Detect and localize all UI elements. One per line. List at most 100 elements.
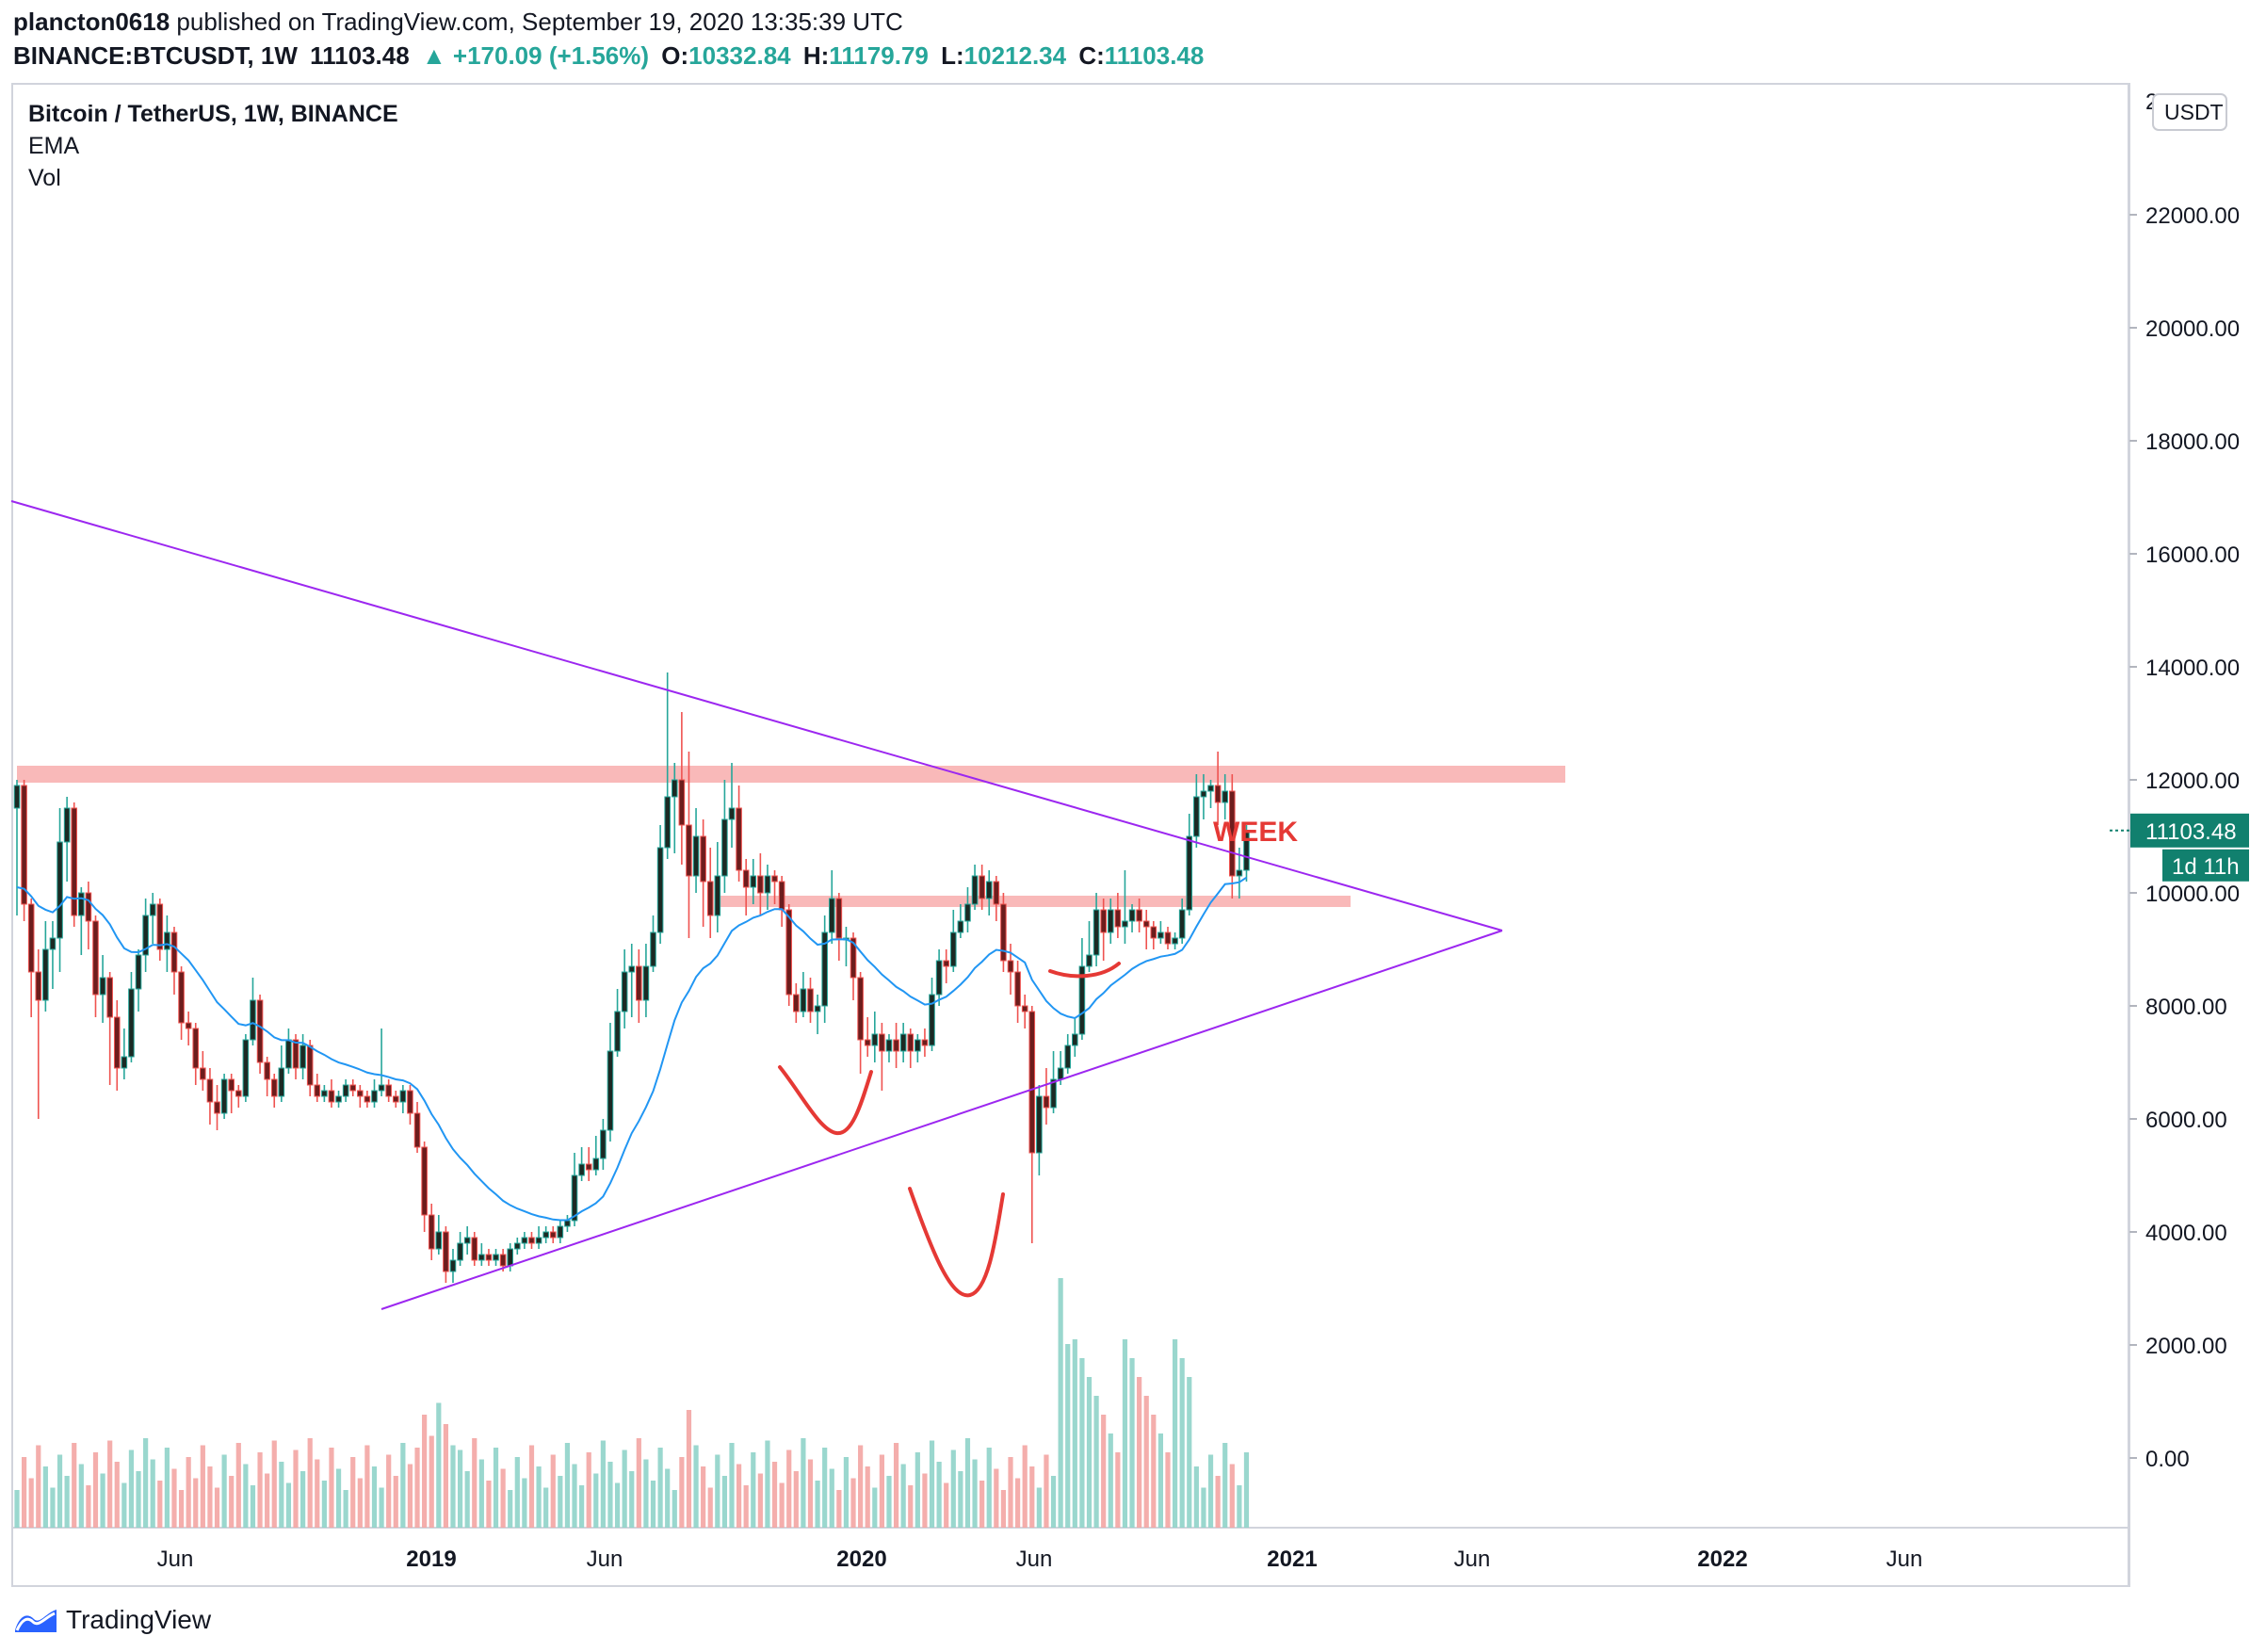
candle-body[interactable] (235, 1090, 242, 1097)
candle-body[interactable] (156, 903, 164, 950)
candle-body[interactable] (71, 807, 78, 916)
descending-trendline[interactable] (10, 500, 1503, 931)
candle-body[interactable] (1128, 909, 1136, 922)
candle-body[interactable] (1021, 1005, 1028, 1012)
candle-body[interactable] (378, 1084, 385, 1092)
candle-body[interactable] (220, 1078, 228, 1114)
candle-body[interactable] (557, 1225, 564, 1239)
candle-body[interactable] (521, 1237, 528, 1244)
candle-body[interactable] (985, 881, 993, 899)
candle-body[interactable] (714, 875, 721, 916)
candle-body[interactable] (192, 1028, 200, 1069)
candle-body[interactable] (571, 1174, 578, 1222)
candle-body[interactable] (1028, 1011, 1036, 1154)
candle-body[interactable] (1100, 909, 1107, 933)
candle-body[interactable] (664, 796, 671, 849)
candle-body[interactable] (850, 937, 857, 979)
candle-body[interactable] (242, 1039, 250, 1097)
candle-body[interactable] (621, 971, 628, 1012)
candle-body[interactable] (514, 1242, 521, 1250)
candle-body[interactable] (921, 1039, 929, 1046)
candle-body[interactable] (935, 960, 943, 996)
candle-body[interactable] (321, 1090, 328, 1097)
candle-body[interactable] (828, 898, 835, 933)
ema-line[interactable] (16, 876, 1248, 1222)
ascending-trendline[interactable] (380, 930, 1503, 1310)
candle-body[interactable] (413, 1112, 421, 1148)
author[interactable]: plancton0618 (13, 8, 170, 36)
candle-body[interactable] (42, 948, 49, 1001)
candle-body[interactable] (592, 1158, 600, 1171)
resistance-zone[interactable] (716, 896, 1351, 907)
candle-body[interactable] (256, 999, 264, 1063)
candle-body[interactable] (864, 1039, 871, 1046)
candle-body[interactable] (1036, 1095, 1043, 1154)
candle-body[interactable] (535, 1237, 542, 1244)
legend-title[interactable]: Bitcoin / TetherUS, 1W, BINANCE (28, 101, 398, 127)
candle-body[interactable] (1000, 903, 1007, 962)
candle-body[interactable] (285, 1039, 292, 1069)
candle-body[interactable] (200, 1067, 206, 1080)
candle-body[interactable] (1178, 909, 1186, 939)
candle-body[interactable] (600, 1129, 607, 1159)
candle-body[interactable] (943, 960, 950, 967)
candle-body[interactable] (270, 1078, 278, 1097)
candle-body[interactable] (85, 892, 92, 922)
candle-body[interactable] (1207, 785, 1214, 792)
candle-body[interactable] (964, 903, 971, 922)
candle-body[interactable] (821, 931, 828, 1007)
candle-body[interactable] (1014, 971, 1021, 1007)
candle-body[interactable] (678, 779, 686, 826)
candle-body[interactable] (914, 1039, 921, 1052)
candle-body[interactable] (1136, 909, 1142, 922)
candle-body[interactable] (1172, 937, 1178, 945)
candle-body[interactable] (1164, 931, 1172, 945)
candle-body[interactable] (686, 824, 692, 877)
candle-body[interactable] (1086, 954, 1093, 967)
candle-body[interactable] (164, 931, 170, 950)
candle-body[interactable] (764, 875, 771, 894)
candle-body[interactable] (113, 1016, 121, 1069)
candle-body[interactable] (178, 971, 185, 1024)
candle-body[interactable] (170, 931, 178, 973)
candle-body[interactable] (656, 847, 664, 933)
candle-body[interactable] (1072, 1033, 1078, 1046)
legend-vol[interactable]: Vol (28, 165, 61, 191)
candle-body[interactable] (428, 1214, 435, 1250)
candle-body[interactable] (485, 1254, 493, 1261)
candle-body[interactable] (528, 1237, 535, 1244)
candle-body[interactable] (1157, 931, 1164, 939)
candle-body[interactable] (1243, 830, 1250, 871)
candle-body[interactable] (149, 903, 156, 916)
candle-body[interactable] (929, 994, 935, 1046)
candle-body[interactable] (879, 1033, 885, 1052)
candle-body[interactable] (907, 1033, 914, 1052)
candle-body[interactable] (771, 875, 778, 883)
candle-body[interactable] (692, 835, 700, 877)
candle-body[interactable] (335, 1095, 342, 1103)
candle-body[interactable] (614, 1011, 621, 1052)
candle-body[interactable] (278, 1067, 285, 1097)
candle-body[interactable] (1186, 835, 1193, 911)
candle-body[interactable] (1222, 790, 1229, 803)
candle-body[interactable] (1142, 920, 1150, 928)
candle-body[interactable] (835, 898, 843, 939)
candle-body[interactable] (636, 965, 642, 1001)
candle-body[interactable] (57, 841, 63, 939)
candle-body[interactable] (78, 892, 85, 916)
candle-body[interactable] (478, 1254, 485, 1261)
candle-body[interactable] (671, 779, 678, 798)
candle-body[interactable] (899, 1033, 907, 1052)
candle-body[interactable] (736, 807, 742, 871)
candle-body[interactable] (349, 1084, 357, 1092)
candle-body[interactable] (142, 915, 149, 956)
candle-body[interactable] (785, 909, 793, 996)
candle-body[interactable] (979, 875, 985, 899)
candle-body[interactable] (706, 881, 714, 916)
candle-body[interactable] (1214, 785, 1222, 803)
candle-body[interactable] (1122, 920, 1128, 928)
candle-body[interactable] (1200, 790, 1207, 798)
candle-body[interactable] (971, 875, 979, 905)
last-price-marker[interactable] (2130, 813, 2249, 848)
candle-body[interactable] (1236, 869, 1243, 877)
